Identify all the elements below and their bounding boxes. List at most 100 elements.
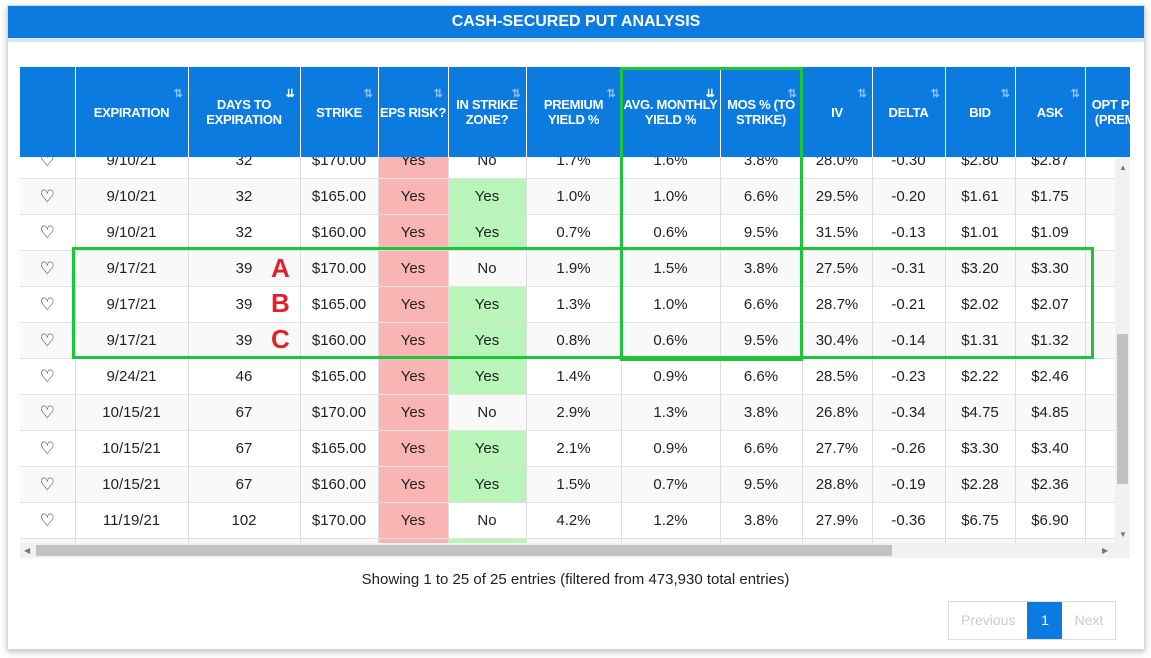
table-row[interactable]: ♡ 10/15/21 67 $170.00 Yes No 2.9% 1.3% 3.8% 26.8%… — [20, 394, 1115, 431]
cell-avg-monthly-yield: 1.3% — [621, 394, 721, 431]
cell-strike — [300, 538, 379, 543]
sort-icon[interactable]: ⇊ — [705, 88, 715, 100]
favorite-heart-icon[interactable]: ♡ — [20, 322, 76, 359]
annotation-a: A — [271, 253, 290, 283]
cell-iv: 28.5% — [802, 358, 873, 395]
cell-days-to-expiration: 32 — [188, 178, 301, 215]
sort-icon[interactable]: ⇊ — [285, 88, 295, 100]
column-label: IN STRIKE ZONE? — [456, 97, 518, 127]
cell-option-price — [1085, 502, 1115, 539]
table-row[interactable]: ♡ 9/24/21 46 $165.00 Yes Yes 1.4% 0.9% 6.6% 28.5%… — [20, 358, 1115, 395]
favorite-heart-icon[interactable]: ♡ — [20, 157, 76, 179]
next-button[interactable]: Next — [1074, 612, 1104, 628]
sort-icon[interactable]: ⇅ — [511, 88, 521, 100]
column-header-expiration[interactable]: EXPIRATION ⇅ — [75, 67, 189, 157]
favorite-heart-icon[interactable]: ♡ — [20, 502, 76, 539]
favorite-heart-icon[interactable]: ♡ — [20, 538, 76, 543]
column-header-bid[interactable]: BID ⇅ — [945, 67, 1016, 157]
pagination: Previous 1 Next — [948, 601, 1117, 640]
vertical-scroll-thumb[interactable] — [1117, 334, 1128, 484]
favorite-heart-icon[interactable]: ♡ — [20, 214, 76, 251]
cell-premium-yield: 2.9% — [526, 394, 622, 431]
cell-strike: $160.00 — [300, 322, 379, 359]
column-label: MOS % (TO STRIKE) — [727, 97, 795, 127]
column-header-eps-risk[interactable]: EPS RISK? ⇅ — [378, 67, 449, 157]
cell-avg-monthly-yield: 0.9% — [621, 430, 721, 467]
sort-icon[interactable]: ⇅ — [363, 88, 373, 100]
column-header-mos-to-strike[interactable]: MOS % (TO STRIKE) ⇅ — [720, 67, 803, 157]
favorite-heart-icon[interactable]: ♡ — [20, 178, 76, 215]
cell-expiration — [75, 538, 189, 543]
page-1-button[interactable]: 1 — [1027, 602, 1063, 639]
cell-eps-risk: Yes — [378, 157, 449, 179]
cell-mos-to-strike: 6.6% — [720, 358, 803, 395]
cell-iv — [802, 538, 873, 543]
sort-icon[interactable]: ⇅ — [173, 88, 183, 100]
cell-in-strike-zone: Yes — [448, 430, 527, 467]
cell-in-strike-zone: No — [448, 394, 527, 431]
cell-iv: 27.9% — [802, 502, 873, 539]
column-label: EPS RISK? — [380, 104, 446, 120]
horizontal-scroll-thumb[interactable] — [36, 545, 892, 556]
table-row[interactable]: ♡ 9/10/21 32 $165.00 Yes Yes 1.0% 1.0% 6.6% 29.5%… — [20, 178, 1115, 215]
favorite-heart-icon[interactable]: ♡ — [20, 358, 76, 395]
cell-expiration: 11/19/21 — [75, 502, 189, 539]
cell-eps-risk: Yes — [378, 286, 449, 323]
cell-eps-risk: Yes — [378, 322, 449, 359]
sort-icon[interactable]: ⇅ — [787, 88, 797, 100]
favorite-heart-icon[interactable]: ♡ — [20, 286, 76, 323]
cell-days-to-expiration: 102 — [188, 502, 301, 539]
column-header-strike[interactable]: STRIKE ⇅ — [300, 67, 379, 157]
table-row[interactable]: ♡ 10/15/21 67 $165.00 Yes Yes 2.1% 0.9% 6.6% 27.7… — [20, 430, 1115, 467]
cell-avg-monthly-yield: 1.0% — [621, 286, 721, 323]
table-row[interactable]: ♡ 11/19/21 102 $170.00 Yes No 4.2% 1.2% 3.8% 27.9… — [20, 502, 1115, 539]
vertical-scrollbar[interactable]: ▲ ▼ — [1115, 157, 1130, 543]
column-header-avg-monthly-yield[interactable]: AVG. MONTHLY YIELD % ⇊ — [621, 67, 721, 157]
cell-ask — [1015, 538, 1086, 543]
horizontal-scrollbar[interactable]: ◀ ▶ — [20, 543, 1115, 558]
cell-delta: -0.34 — [872, 394, 946, 431]
table-row[interactable]: ♡ 9/10/21 32 $170.00 Yes No 1.7% 1.6% 3.8% 28.0% -… — [20, 157, 1115, 179]
sort-icon[interactable]: ⇅ — [1000, 88, 1010, 100]
table-row[interactable]: ♡ 10/15/21 67 $160.00 Yes Yes 1.5% 0.7% 9.5% 28.8… — [20, 466, 1115, 503]
table-row[interactable]: ♡ 9/17/21 39 $160.00 Yes Yes 0.8% 0.6% 9.5% 30.4%… — [20, 322, 1115, 359]
favorite-heart-icon[interactable]: ♡ — [20, 466, 76, 503]
cell-days-to-expiration: 39 — [188, 250, 301, 287]
cell-expiration: 10/15/21 — [75, 394, 189, 431]
favorite-heart-icon[interactable]: ♡ — [20, 394, 76, 431]
column-header-in-strike-zone[interactable]: IN STRIKE ZONE? ⇅ — [448, 67, 527, 157]
column-header-premium-yield[interactable]: PREMIUM YIELD % ⇅ — [526, 67, 622, 157]
cell-option-price — [1085, 157, 1115, 179]
cell-expiration: 10/15/21 — [75, 466, 189, 503]
table-body[interactable]: ♡ 9/10/21 32 $170.00 Yes No 1.7% 1.6% 3.8% 28.0% -… — [20, 157, 1115, 543]
cell-bid: $2.02 — [945, 286, 1016, 323]
column-header-ask[interactable]: ASK ⇅ — [1015, 67, 1086, 157]
sort-icon[interactable]: ⇅ — [930, 88, 940, 100]
previous-button[interactable]: Previous — [961, 612, 1016, 628]
sort-icon[interactable]: ⇅ — [857, 88, 867, 100]
cell-delta: -0.19 — [872, 466, 946, 503]
cell-premium-yield: 1.5% — [526, 466, 622, 503]
cell-ask: $1.75 — [1015, 178, 1086, 215]
cell-delta: -0.26 — [872, 430, 946, 467]
column-header-iv[interactable]: IV ⇅ — [802, 67, 873, 157]
table-row[interactable]: ♡ 9/17/21 39 $170.00 Yes No 1.9% 1.5% 3.8% 27.5% -… — [20, 250, 1115, 287]
cell-strike: $165.00 — [300, 286, 379, 323]
column-header-days-to-expiration[interactable]: DAYS TO EXPIRATION ⇊ — [188, 67, 301, 157]
sort-icon[interactable]: ⇅ — [1070, 88, 1080, 100]
cell-avg-monthly-yield: 1.0% — [621, 178, 721, 215]
sort-icon[interactable]: ⇅ — [433, 88, 443, 100]
cell-avg-monthly-yield: 1.2% — [621, 502, 721, 539]
cell-days-to-expiration — [188, 538, 301, 543]
cell-iv: 26.8% — [802, 394, 873, 431]
favorite-heart-icon[interactable]: ♡ — [20, 250, 76, 287]
column-header-delta[interactable]: DELTA ⇅ — [872, 67, 946, 157]
cell-bid: $3.20 — [945, 250, 1016, 287]
cell-option-price — [1085, 358, 1115, 395]
table-row[interactable]: ♡ 9/10/21 32 $160.00 Yes Yes 0.7% 0.6% 9.5% 31.5%… — [20, 214, 1115, 251]
column-label: ASK — [1036, 104, 1064, 120]
favorite-heart-icon[interactable]: ♡ — [20, 430, 76, 467]
sort-icon[interactable]: ⇅ — [606, 88, 616, 100]
table-row[interactable]: ♡ 9/17/21 39 $165.00 Yes Yes 1.3% 1.0% 6.6% 28.7%… — [20, 286, 1115, 323]
